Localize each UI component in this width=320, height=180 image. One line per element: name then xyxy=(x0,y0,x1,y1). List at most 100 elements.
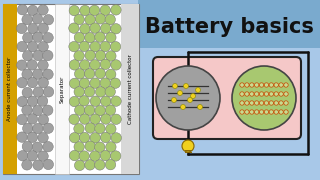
Circle shape xyxy=(245,101,249,105)
Circle shape xyxy=(284,101,288,105)
Circle shape xyxy=(85,14,95,25)
Circle shape xyxy=(17,4,28,15)
Circle shape xyxy=(259,110,264,114)
Circle shape xyxy=(75,69,85,79)
Circle shape xyxy=(100,59,111,69)
Circle shape xyxy=(110,151,121,161)
Circle shape xyxy=(111,5,121,15)
Circle shape xyxy=(105,87,116,97)
Circle shape xyxy=(28,41,38,52)
Circle shape xyxy=(156,66,220,130)
Circle shape xyxy=(33,160,43,170)
Circle shape xyxy=(106,69,116,80)
Circle shape xyxy=(85,32,95,43)
Circle shape xyxy=(38,151,48,161)
Circle shape xyxy=(188,98,193,102)
Circle shape xyxy=(254,92,259,96)
Circle shape xyxy=(69,114,79,125)
Circle shape xyxy=(17,77,27,88)
Circle shape xyxy=(69,41,79,52)
Circle shape xyxy=(22,51,33,61)
Circle shape xyxy=(111,133,122,143)
Circle shape xyxy=(23,33,33,43)
Circle shape xyxy=(105,159,116,170)
Circle shape xyxy=(240,83,244,87)
Circle shape xyxy=(269,92,274,96)
Circle shape xyxy=(43,87,54,97)
Circle shape xyxy=(100,78,110,88)
Circle shape xyxy=(69,5,79,16)
Circle shape xyxy=(27,114,38,124)
Circle shape xyxy=(110,78,121,88)
Circle shape xyxy=(95,160,105,170)
Circle shape xyxy=(80,24,90,34)
Circle shape xyxy=(110,41,121,52)
Circle shape xyxy=(79,96,89,106)
Circle shape xyxy=(269,101,274,105)
Circle shape xyxy=(111,24,121,34)
Circle shape xyxy=(274,83,278,87)
Circle shape xyxy=(79,151,89,161)
Circle shape xyxy=(95,87,106,97)
Circle shape xyxy=(274,101,278,105)
Circle shape xyxy=(33,87,44,97)
Circle shape xyxy=(100,41,110,52)
Circle shape xyxy=(259,101,264,105)
Circle shape xyxy=(22,160,32,170)
Circle shape xyxy=(264,110,269,114)
Circle shape xyxy=(17,96,28,107)
Circle shape xyxy=(85,50,95,60)
FancyBboxPatch shape xyxy=(153,57,301,139)
Circle shape xyxy=(69,60,80,70)
Circle shape xyxy=(74,51,84,61)
Text: Separator: Separator xyxy=(60,75,65,103)
Circle shape xyxy=(69,96,80,107)
Circle shape xyxy=(100,132,111,143)
Circle shape xyxy=(90,60,100,70)
Circle shape xyxy=(22,87,33,98)
Circle shape xyxy=(28,5,38,16)
Circle shape xyxy=(74,123,84,134)
Circle shape xyxy=(100,96,111,107)
Circle shape xyxy=(95,68,106,79)
Circle shape xyxy=(182,140,194,152)
Circle shape xyxy=(43,15,53,25)
Circle shape xyxy=(80,114,90,124)
Circle shape xyxy=(245,110,249,114)
Circle shape xyxy=(90,114,100,124)
Circle shape xyxy=(106,51,116,61)
Circle shape xyxy=(33,50,44,61)
Circle shape xyxy=(95,105,105,116)
Circle shape xyxy=(17,132,27,142)
Circle shape xyxy=(27,151,38,161)
Circle shape xyxy=(95,142,105,152)
Circle shape xyxy=(100,23,111,34)
Circle shape xyxy=(43,123,53,133)
Circle shape xyxy=(22,105,32,115)
Circle shape xyxy=(38,42,48,52)
Circle shape xyxy=(38,60,48,70)
Circle shape xyxy=(33,32,43,42)
Circle shape xyxy=(32,142,43,152)
Circle shape xyxy=(75,160,85,171)
Circle shape xyxy=(284,110,288,114)
Circle shape xyxy=(79,132,90,143)
Circle shape xyxy=(259,92,264,96)
Circle shape xyxy=(43,50,53,61)
Circle shape xyxy=(274,92,278,96)
Circle shape xyxy=(240,101,244,105)
Circle shape xyxy=(17,41,27,52)
Circle shape xyxy=(69,132,80,143)
Circle shape xyxy=(22,14,32,25)
Circle shape xyxy=(28,23,38,34)
Circle shape xyxy=(279,92,283,96)
Circle shape xyxy=(80,5,90,16)
Circle shape xyxy=(90,78,100,88)
Circle shape xyxy=(250,110,254,114)
Circle shape xyxy=(180,105,186,109)
Circle shape xyxy=(95,123,105,134)
Circle shape xyxy=(274,110,278,114)
Circle shape xyxy=(38,23,48,33)
Circle shape xyxy=(80,60,90,70)
Circle shape xyxy=(245,83,249,87)
